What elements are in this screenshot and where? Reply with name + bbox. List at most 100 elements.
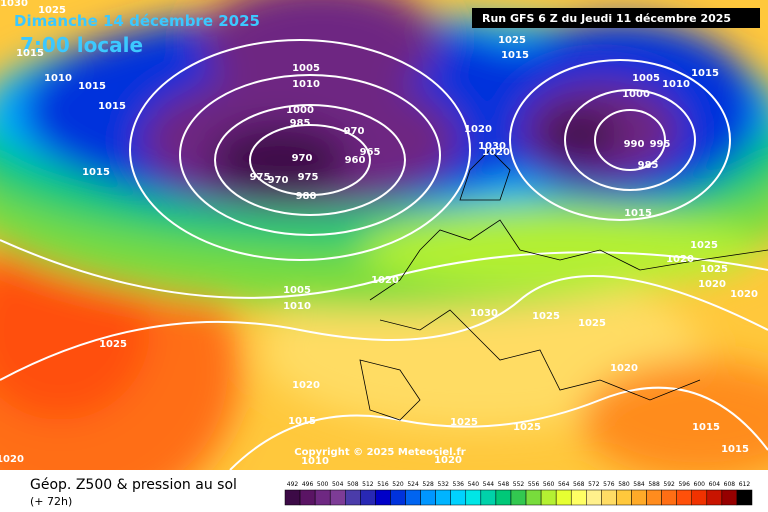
isobar-label: 1020 <box>464 124 492 135</box>
isobar-label: 1030 <box>470 308 498 319</box>
colorbar-label: 500 <box>317 481 329 488</box>
time: 7:00 locale <box>20 33 143 57</box>
colorbar-cell <box>284 489 301 506</box>
isobar-label: 1020 <box>371 275 399 286</box>
isobar-label: 965 <box>360 147 381 158</box>
colorbar-label: 512 <box>362 481 374 488</box>
colorbar-cell <box>405 489 421 506</box>
colorbar-cell <box>525 489 542 506</box>
coastlines <box>359 149 768 421</box>
colorbar-cell <box>706 489 723 506</box>
colorbar-cell <box>586 489 602 506</box>
isobar-label: 1025 <box>498 35 526 46</box>
colorbar-cell <box>450 489 467 506</box>
isobar-label: 1015 <box>288 416 316 427</box>
isobar-label: 960 <box>345 155 366 166</box>
isobar-label: 1000 <box>286 105 314 116</box>
colorbar-cell <box>676 489 692 506</box>
isobar-label: 1025 <box>690 240 718 251</box>
colorbar-cell <box>616 489 632 506</box>
isobar-label: 1025 <box>513 422 541 433</box>
colorbar-cell <box>360 489 376 506</box>
colorbar-cell <box>555 489 572 506</box>
isobar-labels: 1030102510151010101510151015100510101000… <box>0 0 758 467</box>
colorbar-cell <box>691 489 708 506</box>
isobar-label: 1025 <box>38 5 66 16</box>
isobar-label: 985 <box>638 160 659 171</box>
colorbar-cell <box>646 489 662 506</box>
isobar-label: 970 <box>292 153 313 164</box>
colorbar-label: 496 <box>302 481 314 488</box>
isobar-label: 1015 <box>624 208 652 219</box>
colorbar-label: 592 <box>663 481 675 488</box>
isobar-label: 1020 <box>292 380 320 391</box>
isobar-label: 1000 <box>622 89 650 100</box>
isobar-label: 970 <box>344 126 365 137</box>
colorbar-cell <box>495 489 512 506</box>
isobar-label: 985 <box>290 118 311 129</box>
isobar-label: 1015 <box>692 422 720 433</box>
isobar-label: 1025 <box>532 311 560 322</box>
isobar-label: 995 <box>650 139 671 150</box>
isobars <box>0 39 768 470</box>
isobar-label: 980 <box>296 191 317 202</box>
isobar-label: 1020 <box>730 289 758 300</box>
colorbar-label: 520 <box>392 481 404 488</box>
colorbar-cell <box>314 489 331 506</box>
isobar-label: 970 <box>268 175 289 186</box>
colorbar-cell <box>736 489 753 506</box>
isobar-label: 1010 <box>292 79 320 90</box>
isobar-label: 1015 <box>82 167 110 178</box>
colorbar-label: 552 <box>513 481 525 488</box>
colorbar-label: 600 <box>694 481 706 488</box>
isobar-label: 1015 <box>78 81 106 92</box>
colorbar-cell <box>435 489 451 506</box>
colorbar-label: 528 <box>422 481 434 488</box>
colorbar-label: 576 <box>603 481 615 488</box>
colorbar-label: 544 <box>483 481 495 488</box>
colorbar-cell <box>631 489 647 506</box>
isobar-label: 1005 <box>632 73 660 84</box>
isobar-label: 1015 <box>16 48 44 59</box>
isobar-label: 1015 <box>98 101 126 112</box>
colorbar-cell <box>299 489 316 506</box>
isobar-label: 1025 <box>450 417 478 428</box>
colorbar-label: 564 <box>558 481 570 488</box>
colorbar-cell <box>375 489 391 506</box>
colorbar-label: 588 <box>648 481 660 488</box>
colorbar-label: 504 <box>332 481 344 488</box>
colorbar-label: 572 <box>588 481 600 488</box>
isobar-label: 1030 <box>0 0 28 9</box>
isobar-label: 1005 <box>283 285 311 296</box>
isobar-label: 1020 <box>482 147 510 158</box>
lead-time: (+ 72h) <box>30 495 72 508</box>
isobar-label: 1025 <box>578 318 606 329</box>
isobar-label: 1015 <box>501 50 529 61</box>
date: Dimanche 14 décembre 2025 <box>14 12 260 30</box>
colorbar-cell <box>420 489 436 506</box>
colorbar-label: 612 <box>739 481 751 488</box>
colorbar-label: 568 <box>573 481 585 488</box>
colorbar-label: 548 <box>498 481 510 488</box>
colorbar-cell <box>601 489 617 506</box>
colorbar-label: 604 <box>709 481 721 488</box>
colorbar-label: 536 <box>453 481 465 488</box>
colorbar-label: 596 <box>678 481 690 488</box>
colorbar-label: 608 <box>724 481 736 488</box>
isobar-label: 1020 <box>0 454 24 465</box>
isobar-label: 1025 <box>700 264 728 275</box>
colorbar-label: 492 <box>287 481 299 488</box>
footer-title: Géop. Z500 & pression au sol <box>30 477 237 493</box>
isobar-label: 990 <box>624 139 645 150</box>
isobar-label: 1010 <box>662 79 690 90</box>
isobar-label: 1010 <box>44 73 72 84</box>
colorbar-label: 540 <box>468 481 480 488</box>
colorbar-label: 584 <box>633 481 645 488</box>
isobar-label: 975 <box>250 172 271 183</box>
colorbar-cell <box>721 489 738 506</box>
colorbar-label: 580 <box>618 481 630 488</box>
colorbar-label: 516 <box>377 481 389 488</box>
isobar-label: 1025 <box>99 339 127 350</box>
